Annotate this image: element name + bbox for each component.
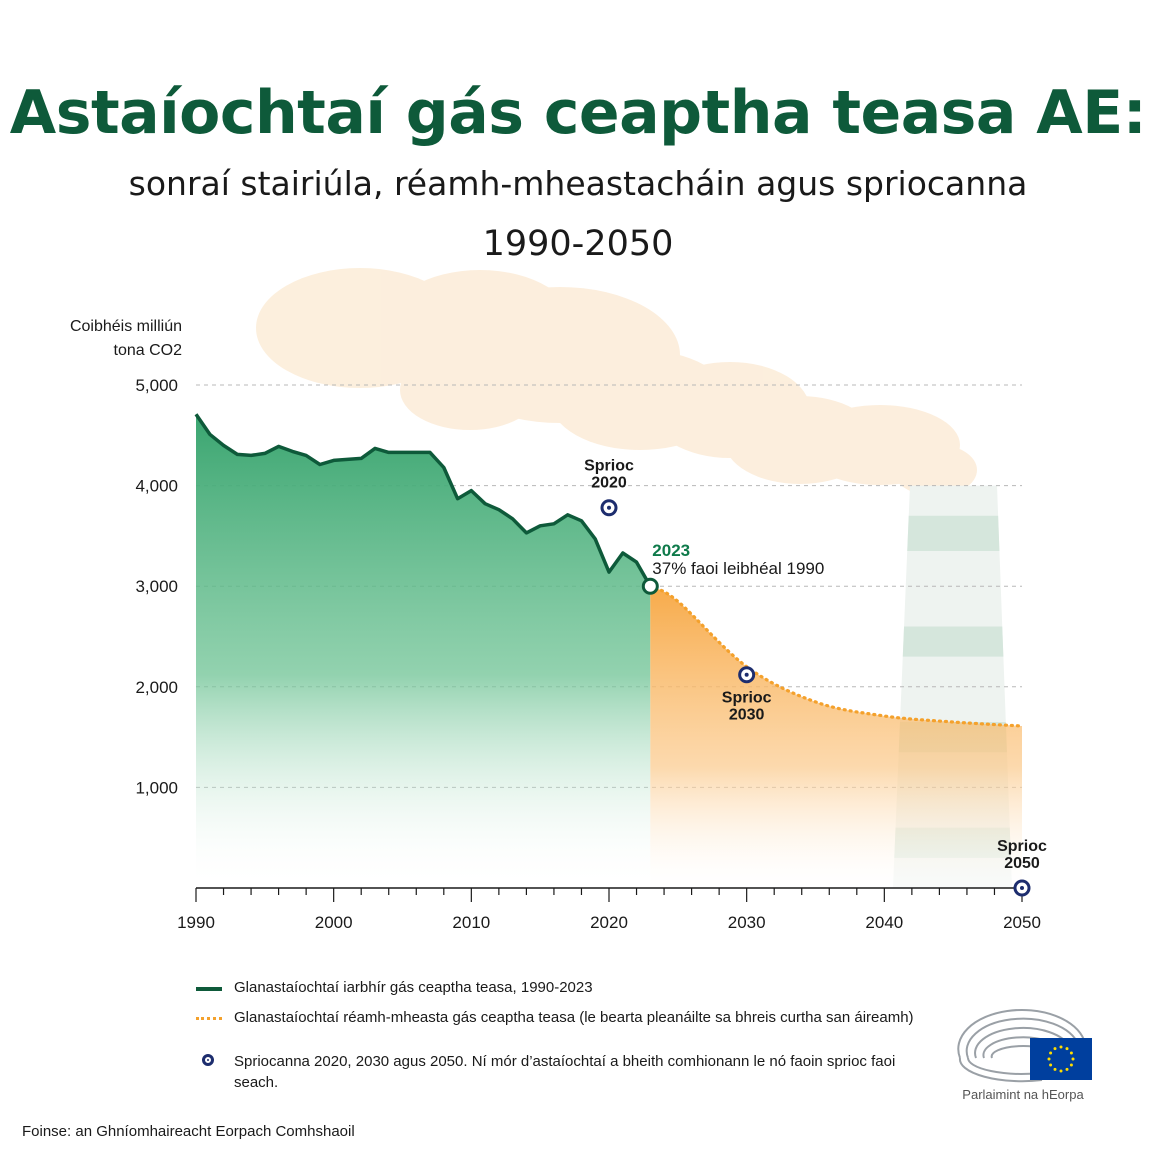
target-year-2020: 2020 [591,475,627,492]
target-year-2050: 2050 [1004,855,1040,872]
page-title: Astaíochtaí gás ceaptha teasa AE: [9,78,1147,148]
eu-flag-icon [1030,1038,1092,1080]
y-tick-label: 2,000 [135,678,178,697]
logo-text: Parlaimint na hEorpa [962,1087,1084,1102]
chimney-stripe [902,626,1004,657]
x-axis-ticks: 1990 2000 2010 2020 2030 2040 2050 [177,888,1041,932]
historic-emissions-line [194,413,652,588]
target-year-2030: 2030 [729,707,765,724]
page-subtitle: sonraí stairiúla, réamh-mheastacháin agu… [128,164,1028,203]
x-tick-label: 2000 [315,913,353,932]
projected-emissions-area [650,586,1022,888]
x-tick-label: 2010 [452,913,490,932]
y-axis-ticks: 1,000 2,000 3,000 4,000 5,000 [135,376,178,797]
x-tick-label: 2050 [1003,913,1041,932]
target-label-2030: Sprioc [722,690,772,707]
x-tick-label: 2040 [865,913,903,932]
target-label-2050: Sprioc [997,838,1047,855]
x-tick-label: 2030 [728,913,766,932]
y-tick-label: 4,000 [135,477,178,496]
historic-emissions-area [196,414,651,888]
y-tick-label: 1,000 [135,778,178,797]
legend-swatch-projected [196,1017,222,1020]
legend-label-projected: Glanastaíochtaí réamh-mheasta gás ceapth… [234,1009,914,1026]
annotation-2023-title: 2023 [652,541,690,560]
annotation-2023-text: 37% faoi leibhéal 1990 [652,559,824,578]
target-label-2020: Sprioc [584,458,634,475]
legend-swatch-historic [196,987,222,991]
source-note: Foinse: an Ghníomhaireacht Eorpach Comhs… [22,1123,355,1140]
chimney-stripe [907,515,1000,551]
target-icon [202,1054,214,1066]
target-icon-dot [744,672,749,677]
year-range: 1990-2050 [482,224,674,264]
x-tick-label: 1990 [177,913,215,932]
legend-label-historic: Glanastaíochtaí iarbhír gás ceaptha teas… [234,979,593,996]
target-icon-dot [607,505,611,510]
y-tick-label: 5,000 [135,376,178,395]
y-tick-label: 3,000 [135,577,178,596]
annotation-2023: 2023 37% faoi leibhéal 1990 [641,541,824,595]
y-axis-label-line2: tona CO2 [114,342,183,359]
smoke-cloud-decoration [256,268,977,496]
marker-2023 [641,577,659,595]
target-icon-dot [1020,886,1024,890]
projected-emissions-line [648,584,1024,728]
y-axis-label-line1: Coibhéis milliún [70,318,182,335]
legend-label-targets: Spriocanna 2020, 2030 agus 2050. Ní mór … [234,1053,896,1091]
european-parliament-logo [957,1008,1092,1083]
x-tick-label: 2020 [590,913,628,932]
